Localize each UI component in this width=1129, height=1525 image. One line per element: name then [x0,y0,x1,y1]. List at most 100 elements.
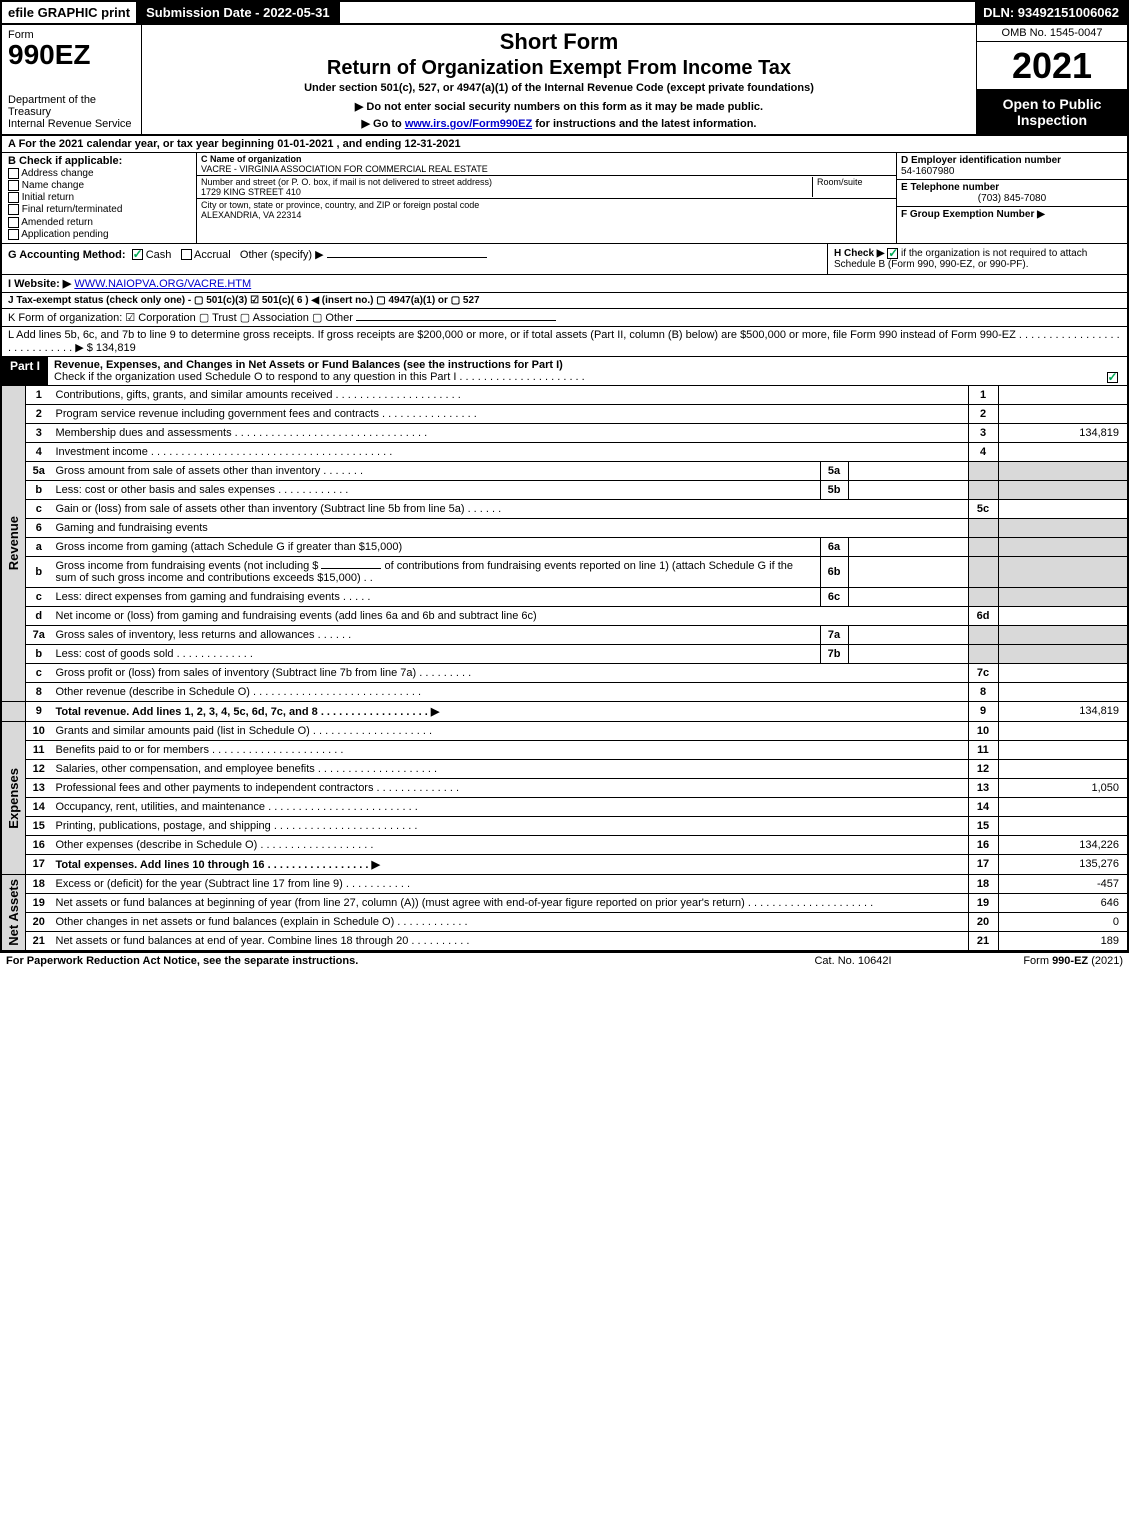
val-12 [998,759,1128,778]
ln-5b: b [26,480,52,499]
ln-13: 13 [26,778,52,797]
val-17: 135,276 [998,854,1128,874]
nc-5b [968,480,998,499]
mv-7a [848,625,968,644]
ln-6: 6 [26,518,52,537]
desc-7b: Less: cost of goods sold . . . . . . . .… [52,644,821,663]
chk-application-pending[interactable]: Application pending [8,229,190,240]
val-1 [998,386,1128,405]
org-name: VACRE - VIRGINIA ASSOCIATION FOR COMMERC… [201,164,892,174]
line-a-text: A For the 2021 calendar year, or tax yea… [8,138,461,150]
nc-20: 20 [968,912,998,931]
part1-checkbox-cell [1097,357,1127,383]
l-row: L Add lines 5b, 6c, and 7b to line 9 to … [0,327,1129,357]
other-specify-line[interactable] [327,257,487,258]
addr-label: Number and street (or P. O. box, if mail… [201,177,812,187]
f-label: F Group Exemption Number ▶ [901,209,1045,220]
line-a: A For the 2021 calendar year, or tax yea… [0,136,1129,153]
val-2 [998,404,1128,423]
chk-final-return[interactable]: Final return/terminated [8,204,190,215]
nc-1: 1 [968,386,998,405]
goto-link[interactable]: www.irs.gov/Form990EZ [405,118,532,130]
nc-11: 11 [968,740,998,759]
ln-6b: b [26,556,52,587]
desc-2: Program service revenue including govern… [52,404,969,423]
val-4 [998,442,1128,461]
val-6d [998,606,1128,625]
val-5a [998,461,1128,480]
val-6c [998,587,1128,606]
goto-line: ▶ Go to www.irs.gov/Form990EZ for instru… [150,117,968,130]
website-link[interactable]: WWW.NAIOPVA.ORG/VACRE.HTM [74,278,251,290]
nc-7a [968,625,998,644]
telephone-value: (703) 845-7080 [901,193,1123,204]
nc-3: 3 [968,423,998,442]
val-15 [998,816,1128,835]
ln-6a: a [26,537,52,556]
h-row: H Check ▶ if the organization is not req… [827,244,1127,274]
col-def: D Employer identification number 54-1607… [897,153,1127,243]
mv-6c [848,587,968,606]
section-bcdef: B Check if applicable: Address change Na… [0,153,1129,244]
val-9: 134,819 [998,701,1128,721]
mini-6a: 6a [820,537,848,556]
k-row: K Form of organization: ☑ Corporation ▢ … [0,309,1129,327]
open-inspection: Open to Public Inspection [977,90,1127,134]
desc-6a: Gross income from gaming (attach Schedul… [52,537,821,556]
chk-schedule-b[interactable] [887,248,898,259]
mini-5b: 5b [820,480,848,499]
val-19: 646 [998,893,1128,912]
ln-21: 21 [26,931,52,951]
chk-address-change[interactable]: Address change [8,168,190,179]
val-8 [998,682,1128,701]
ln-15: 15 [26,816,52,835]
chk-cash[interactable] [132,249,143,260]
department-label: Department of the Treasury Internal Reve… [8,94,135,130]
k-other-line[interactable] [356,320,556,321]
efile-label[interactable]: efile GRAPHIC print [2,2,138,23]
chk-name-change[interactable]: Name change [8,180,190,191]
d-row: D Employer identification number 54-1607… [897,153,1127,180]
page-footer: For Paperwork Reduction Act Notice, see … [0,952,1129,969]
nc-13: 13 [968,778,998,797]
mini-7a: 7a [820,625,848,644]
val-21: 189 [998,931,1128,951]
c-city-row: City or town, state or province, country… [197,199,896,243]
city-label: City or town, state or province, country… [201,200,892,210]
nc-7b [968,644,998,663]
g-label: G Accounting Method: [8,249,126,261]
mini-5a: 5a [820,461,848,480]
chk-amended-return[interactable]: Amended return [8,217,190,228]
6b-amount-line[interactable] [321,568,381,569]
mini-7b: 7b [820,644,848,663]
footer-right: Form 990-EZ (2021) [943,955,1123,967]
nc-2: 2 [968,404,998,423]
l-text: L Add lines 5b, 6c, and 7b to line 9 to … [8,329,1120,354]
mv-5a [848,461,968,480]
val-3: 134,819 [998,423,1128,442]
form-header: Form 990EZ Department of the Treasury In… [0,25,1129,136]
ln-14: 14 [26,797,52,816]
part1-wrap: Part I Revenue, Expenses, and Changes in… [2,357,1097,385]
desc-5a: Gross amount from sale of assets other t… [52,461,821,480]
header-center: Short Form Return of Organization Exempt… [142,25,977,134]
val-5b [998,480,1128,499]
desc-16: Other expenses (describe in Schedule O) … [52,835,969,854]
header-left: Form 990EZ Department of the Treasury In… [2,25,142,134]
netassets-label: Net Assets [6,879,21,946]
chk-schedule-o[interactable] [1107,372,1118,383]
chk-accrual[interactable] [181,249,192,260]
form-title: Return of Organization Exempt From Incom… [150,57,968,80]
i-label: I Website: ▶ [8,278,71,290]
chk-initial-return[interactable]: Initial return [8,192,190,203]
desc-6: Gaming and fundraising events [52,518,969,537]
c-addr-row: Number and street (or P. O. box, if mail… [197,176,896,199]
ln-7c: c [26,663,52,682]
val-10 [998,721,1128,740]
nc-18: 18 [968,874,998,893]
desc-13: Professional fees and other payments to … [52,778,969,797]
footer-left: For Paperwork Reduction Act Notice, see … [6,955,763,967]
cash-label: Cash [146,249,172,261]
desc-21: Net assets or fund balances at end of ye… [52,931,969,951]
nc-6 [968,518,998,537]
